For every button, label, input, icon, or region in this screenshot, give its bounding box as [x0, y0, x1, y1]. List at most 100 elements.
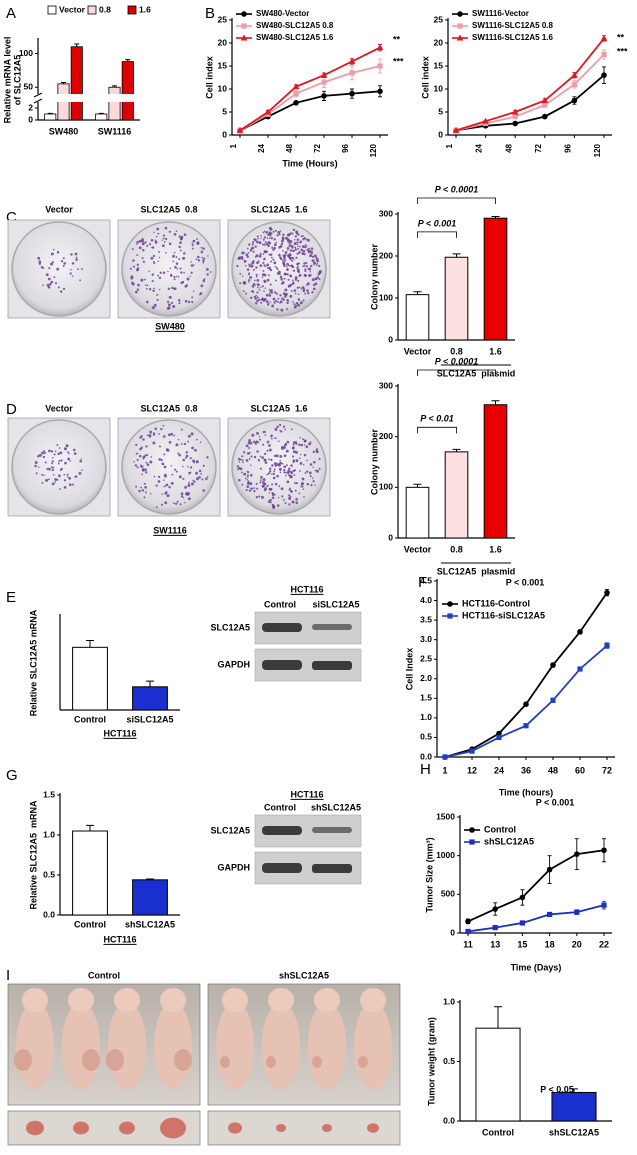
x-tick-label: 48	[285, 143, 294, 152]
mouse-head	[160, 988, 186, 1012]
colony	[255, 275, 258, 278]
colony	[266, 440, 270, 444]
data-point	[550, 697, 556, 703]
colony	[270, 473, 273, 475]
colony	[248, 438, 252, 442]
colony	[271, 437, 273, 440]
colony	[145, 445, 148, 448]
colony	[242, 459, 244, 461]
colony	[175, 443, 179, 447]
colony	[252, 282, 255, 286]
colony	[177, 275, 180, 278]
colony	[35, 472, 38, 475]
colony	[60, 260, 64, 263]
colony	[295, 459, 299, 463]
colony	[63, 447, 67, 451]
blot-cell-line: HCT116	[290, 584, 323, 594]
colony	[262, 231, 265, 234]
colony	[196, 238, 198, 240]
colony	[256, 450, 259, 453]
colony	[297, 233, 300, 236]
colony	[182, 496, 185, 499]
colony	[294, 482, 297, 485]
colony	[255, 440, 259, 444]
data-point	[469, 827, 475, 833]
bar	[475, 1027, 521, 1122]
colony	[79, 459, 83, 463]
colony	[286, 268, 289, 271]
colony	[141, 465, 144, 468]
colony	[163, 453, 166, 456]
colony	[57, 462, 60, 465]
x-tick-label: 48	[504, 143, 513, 152]
colony	[275, 267, 278, 270]
data-point	[457, 23, 463, 29]
colony	[52, 473, 55, 476]
colony	[272, 258, 275, 261]
colony	[253, 487, 256, 489]
colony	[254, 245, 257, 248]
colony	[281, 462, 284, 465]
data-point	[546, 866, 553, 873]
colony	[299, 301, 303, 305]
colony	[303, 264, 306, 267]
y-tick-label: 0	[388, 334, 393, 344]
colony	[313, 460, 316, 464]
colony	[288, 474, 290, 476]
colony	[281, 281, 285, 285]
y-tick-label: 1.0	[420, 712, 432, 722]
colony	[56, 478, 59, 481]
colony	[272, 297, 276, 301]
colony	[237, 468, 239, 471]
data-point	[604, 589, 610, 596]
colony	[158, 288, 161, 291]
colony	[48, 467, 51, 471]
colony	[142, 249, 145, 252]
y-tick-label: 2.5	[420, 653, 432, 663]
colony	[305, 245, 308, 247]
group-label: SLC12A5 plasmid	[437, 368, 516, 378]
y-tick-label: 1000	[436, 850, 455, 860]
x-tick-label: shSLC12A5	[125, 919, 175, 929]
colony	[276, 300, 279, 303]
p-value: P < 0.01	[420, 414, 453, 424]
colony	[274, 464, 277, 467]
colony	[289, 240, 293, 243]
colony	[284, 502, 287, 505]
colony	[191, 247, 194, 250]
colony	[75, 256, 78, 259]
colony	[303, 444, 306, 446]
colony	[189, 275, 191, 278]
comparison-bracket	[417, 197, 496, 204]
colony	[191, 300, 194, 304]
colony	[264, 434, 267, 436]
data-point	[320, 71, 328, 78]
colony	[180, 271, 183, 274]
bar	[132, 686, 168, 711]
panel-label: F	[418, 574, 427, 591]
colony	[280, 242, 284, 246]
colony	[273, 454, 277, 458]
y-tick-label: 15	[218, 60, 228, 70]
colony	[250, 464, 252, 466]
error-bar	[125, 59, 131, 62]
colony	[276, 308, 279, 311]
colony	[139, 436, 142, 439]
colony	[206, 476, 209, 478]
colony	[268, 237, 271, 240]
error-bar	[86, 824, 94, 831]
colony	[287, 284, 290, 287]
colony	[199, 441, 202, 443]
colony	[283, 454, 287, 458]
colony	[144, 454, 147, 457]
y-tick-label: 0	[222, 129, 227, 139]
legend-label: SW480-SLC12A5 0.8	[256, 21, 334, 30]
colony	[164, 473, 167, 476]
colony	[284, 259, 287, 262]
colony	[142, 260, 145, 263]
colony	[294, 239, 296, 241]
colony	[144, 486, 147, 489]
colony	[257, 237, 259, 240]
y-axis-title: Colony number	[369, 429, 379, 495]
colony	[300, 248, 304, 252]
